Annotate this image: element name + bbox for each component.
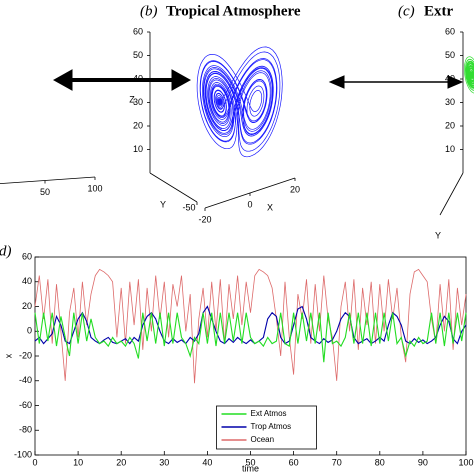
z-tick-label: 30 [133, 97, 143, 107]
series-line [34, 305, 467, 345]
y-axis-label: Y [435, 230, 441, 240]
z-tick-label: 20 [133, 120, 143, 130]
y-tick-label: -40 [19, 375, 32, 385]
x-tick-label: -20 [198, 214, 211, 224]
x-tick-label: 20 [290, 184, 300, 194]
x-tick-label: 50 [40, 187, 50, 197]
x-tick-label: 0 [32, 457, 37, 467]
y-tick-label: -100 [14, 449, 32, 459]
x-tick-label: 60 [289, 457, 299, 467]
arrow-head [52, 69, 73, 91]
y-axis-label: Y [160, 199, 166, 209]
attractor [464, 56, 474, 94]
y-tick-label: 40 [22, 276, 32, 286]
arrow-head [447, 75, 464, 89]
series-line [34, 268, 467, 384]
legend-label: Ext Atmos [251, 409, 287, 418]
legend-label: Ocean [251, 435, 275, 444]
z-tick-label: 60 [133, 26, 143, 36]
y-axis [439, 172, 464, 216]
coupling-arrow [328, 75, 464, 89]
x-tick-label: 100 [458, 457, 473, 467]
x-axis-label: time [242, 463, 259, 473]
arrow-head [328, 75, 345, 89]
panel-title: Tropical Atmosphere [166, 3, 301, 19]
x-tick-label: 0 [247, 199, 252, 209]
y-tick-label: -60 [19, 400, 32, 410]
attractor [196, 46, 283, 158]
x-tick-label: 10 [73, 457, 83, 467]
coupling-arrow [52, 69, 192, 91]
panel-label: (c) [398, 3, 415, 19]
y-tick-label: -50 [182, 202, 195, 212]
z-tick-label: 10 [445, 144, 455, 154]
z-tick-label: 30 [445, 97, 455, 107]
legend-label: Trop Atmos [251, 422, 292, 431]
x-tick-label: 30 [159, 457, 169, 467]
z-tick-label: 40 [133, 73, 143, 83]
x-tick-label: 50 [245, 457, 255, 467]
z-tick-label: 60 [445, 26, 455, 36]
arrow-head [171, 69, 192, 91]
y-tick-label: 0 [27, 326, 32, 336]
x-tick-label: 80 [375, 457, 385, 467]
y-axis-label: x [3, 353, 13, 358]
x-tick-label: 100 [87, 183, 102, 193]
x-tick-label: 40 [202, 457, 212, 467]
y-tick-label: 60 [22, 251, 32, 261]
x-tick-label: 70 [332, 457, 342, 467]
x-axis-label: X [267, 202, 273, 212]
y-tick-label: 20 [22, 301, 32, 311]
y-axis [149, 172, 198, 203]
panel-label: (b) [140, 3, 158, 19]
z-tick-label: 50 [133, 50, 143, 60]
z-tick-label: 20 [445, 120, 455, 130]
x-tick-label: 90 [418, 457, 428, 467]
panel-label: (d) [0, 243, 12, 259]
panel-title: Extr [424, 3, 454, 19]
z-axis-label: Z [129, 94, 135, 104]
z-tick-label: 40 [445, 73, 455, 83]
z-tick-label: 10 [133, 144, 143, 154]
y-tick-label: -80 [19, 425, 32, 435]
x-tick-label: 20 [116, 457, 126, 467]
z-tick-label: 50 [445, 50, 455, 60]
y-tick-label: -20 [19, 350, 32, 360]
series-line [34, 312, 467, 363]
